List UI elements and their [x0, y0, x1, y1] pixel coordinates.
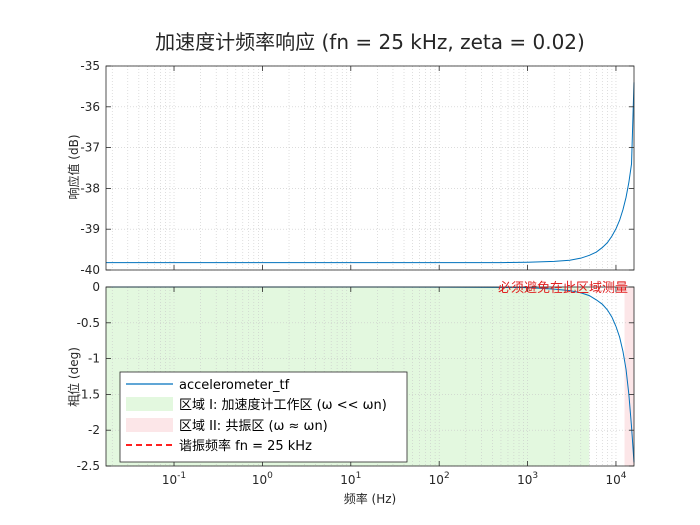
magnitude-y-axis-label: 响应值 (dB): [66, 134, 81, 199]
y-tick-label: -0.5: [77, 316, 100, 330]
x-tick-label: 102: [429, 471, 450, 487]
y-tick-label: -1: [88, 352, 100, 366]
legend-box: [119, 371, 408, 463]
legend: accelerometer_tf 区域 I: 加速度计工作区 (ω << ωn)…: [119, 371, 408, 463]
legend-label-region-1: 区域 I: 加速度计工作区 (ω << ωn): [179, 397, 387, 413]
plot-frame: [105, 286, 635, 467]
x-tick-label: 103: [517, 471, 538, 487]
legend-label-resonance: 谐振频率 fn = 25 kHz: [179, 438, 312, 454]
resonance-warning-annotation: 必须避免在此区域测量: [498, 281, 628, 296]
y-tick-label: -39: [80, 222, 100, 236]
y-tick-label: -38: [80, 181, 100, 195]
y-tick-label: -40: [80, 263, 100, 277]
legend-label-region-2: 区域 II: 共振区 (ω ≈ ωn): [179, 419, 328, 434]
y-tick-label: -2.5: [77, 459, 100, 473]
x-tick-label: 104: [605, 471, 626, 487]
series-line-phase: [106, 286, 635, 463]
phase-y-axis-label: 相位 (deg): [66, 347, 81, 407]
x-tick-label: 100: [252, 471, 273, 487]
y-tick-label: -2: [88, 423, 100, 437]
legend-swatch-region-2: [126, 418, 173, 432]
y-tick-label: 0: [92, 280, 100, 294]
y-tick-label: -1.5: [77, 387, 100, 401]
plot-frame: [105, 65, 635, 271]
legend-swatch-region-1: [126, 397, 173, 411]
legend-label-series: accelerometer_tf: [179, 378, 290, 393]
shaded-region-2: [624, 287, 634, 466]
y-tick-label: -35: [80, 59, 100, 73]
y-tick-label: -36: [80, 100, 100, 114]
x-tick-label: 10-1: [162, 471, 186, 487]
phase-x-axis-label: 频率 (Hz): [344, 491, 397, 506]
magnitude-axes: -40 -39 -38 -37 -36 -35: [80, 59, 635, 277]
y-tick-label: -37: [80, 141, 100, 155]
series-line-magnitude: [106, 82, 635, 264]
chart-title: 加速度计频率响应 (fn = 25 kHz, zeta = 0.02): [155, 30, 585, 54]
x-tick-label: 101: [340, 471, 361, 487]
